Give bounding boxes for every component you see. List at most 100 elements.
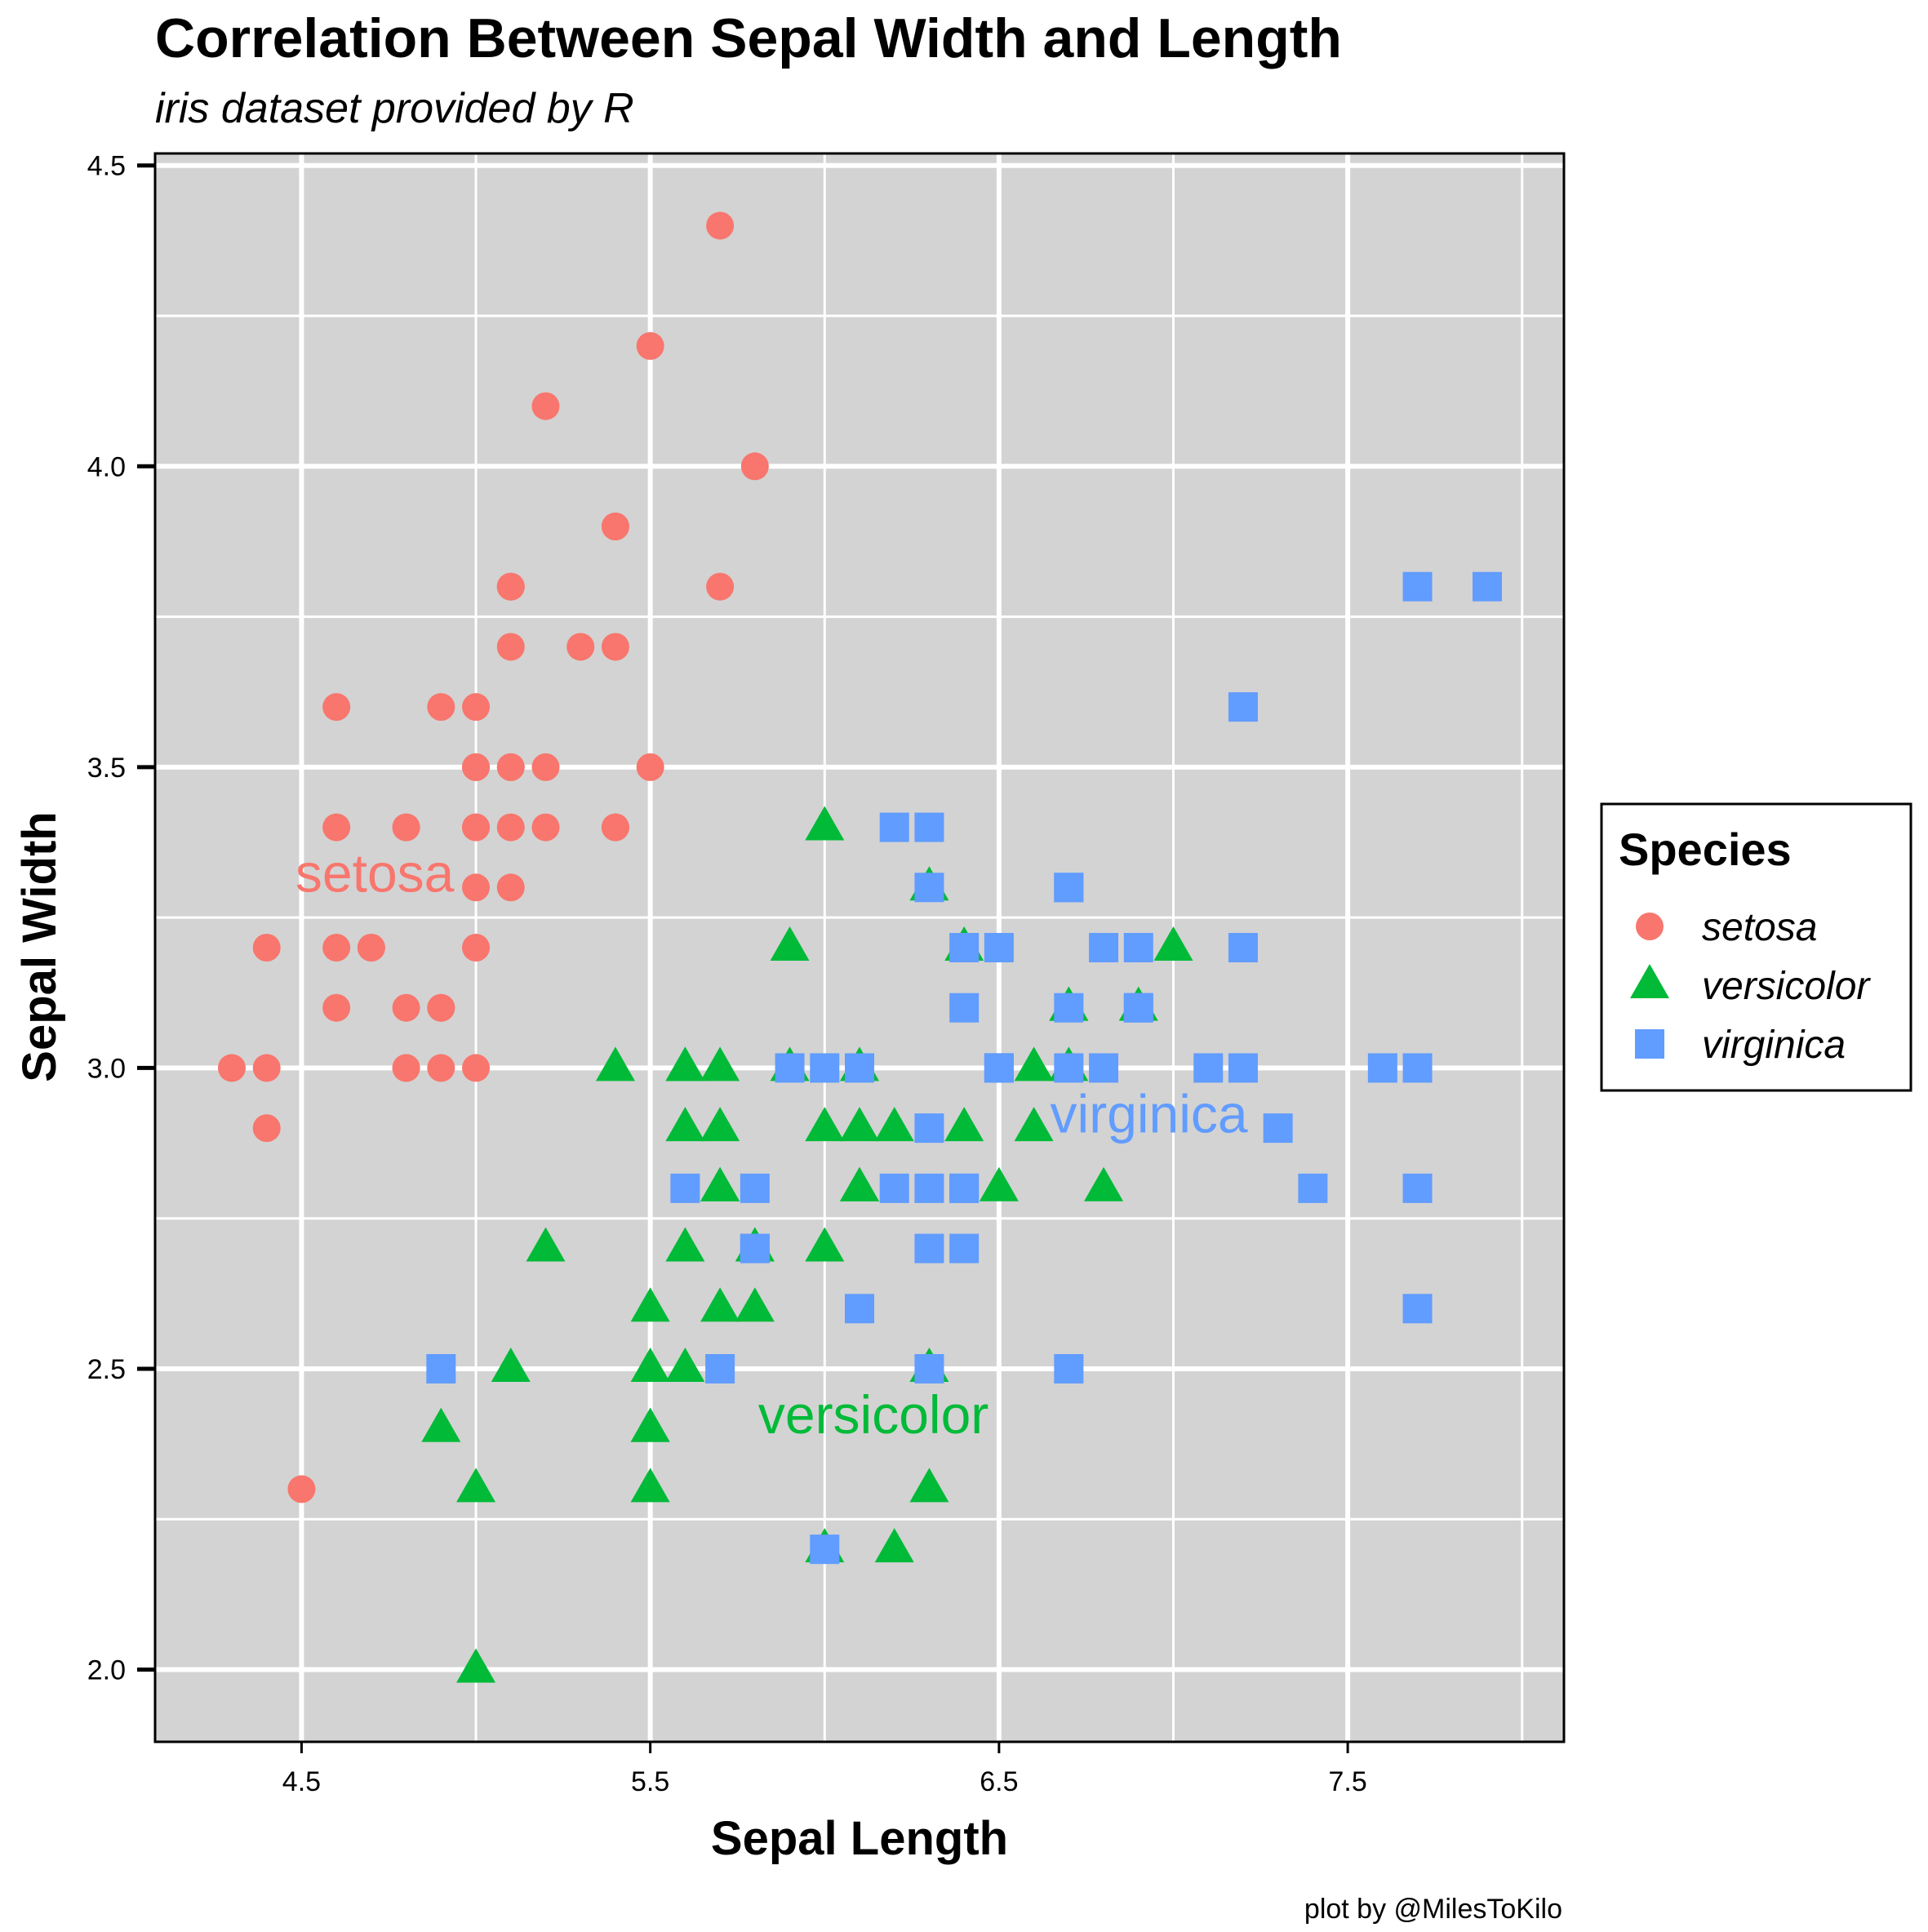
point-virginica <box>914 1233 944 1264</box>
point-setosa <box>322 693 351 722</box>
point-versicolor <box>456 1648 496 1683</box>
point-setosa <box>322 813 351 842</box>
point-virginica <box>1089 933 1119 962</box>
point-virginica <box>949 993 980 1023</box>
point-setosa <box>566 633 595 661</box>
point-setosa <box>496 753 525 781</box>
point-versicolor <box>979 1166 1019 1201</box>
series-setosa <box>217 211 769 1503</box>
point-versicolor <box>805 806 845 841</box>
point-versicolor <box>805 1227 845 1262</box>
point-virginica <box>949 1173 980 1203</box>
point-setosa <box>357 934 385 962</box>
point-setosa <box>636 331 664 360</box>
point-virginica <box>914 1353 944 1383</box>
y-tick-label: 2.0 <box>87 1655 126 1686</box>
point-versicolor <box>909 1468 949 1503</box>
legend-title: Species <box>1619 824 1792 875</box>
point-virginica <box>1402 571 1433 602</box>
chart-caption: plot by @MilesToKilo <box>1304 1894 1562 1925</box>
point-setosa <box>531 753 560 781</box>
point-versicolor <box>1014 1107 1054 1142</box>
point-virginica <box>845 1053 874 1083</box>
point-virginica <box>1402 1294 1433 1324</box>
x-tick-label: 7.5 <box>1328 1766 1366 1797</box>
point-setosa <box>462 934 491 962</box>
point-setosa <box>322 934 351 962</box>
point-setosa <box>392 1054 420 1082</box>
point-versicolor <box>665 1107 705 1142</box>
point-virginica <box>1123 993 1153 1023</box>
point-virginica <box>1054 1053 1084 1083</box>
point-setosa <box>531 392 560 420</box>
point-virginica <box>1402 1173 1433 1203</box>
point-virginica <box>740 1233 770 1264</box>
point-versicolor <box>700 1166 740 1201</box>
point-setosa <box>706 211 735 240</box>
point-setosa <box>636 753 664 781</box>
point-versicolor <box>630 1407 670 1442</box>
point-setosa <box>392 993 420 1022</box>
y-tick-label: 4.5 <box>87 151 126 182</box>
point-virginica <box>845 1294 874 1324</box>
point-versicolor <box>630 1468 670 1503</box>
point-setosa <box>496 813 525 842</box>
point-virginica <box>810 1053 840 1083</box>
point-versicolor <box>630 1347 670 1382</box>
point-virginica <box>1402 1053 1433 1083</box>
point-virginica <box>984 1053 1014 1083</box>
point-versicolor <box>735 1287 775 1322</box>
point-setosa <box>601 633 629 661</box>
point-setosa <box>601 813 629 842</box>
point-setosa <box>706 572 735 601</box>
point-virginica <box>1228 1053 1258 1083</box>
chart-title: Correlation Between Sepal Width and Leng… <box>155 7 1342 69</box>
point-virginica <box>670 1173 700 1203</box>
y-axis-label: Sepal Width <box>13 811 66 1081</box>
point-setosa <box>462 873 491 902</box>
x-tick-label: 6.5 <box>980 1766 1018 1797</box>
point-virginica <box>426 1353 456 1383</box>
point-virginica <box>775 1053 805 1083</box>
point-virginica <box>810 1534 840 1565</box>
point-versicolor <box>665 1046 705 1081</box>
y-tick-label: 2.5 <box>87 1354 126 1385</box>
point-setosa <box>252 1054 281 1082</box>
point-versicolor <box>665 1227 705 1262</box>
point-setosa <box>496 572 525 601</box>
label-virginica: virginica <box>1051 1083 1248 1144</box>
point-setosa <box>427 693 455 722</box>
point-setosa <box>427 993 455 1022</box>
point-versicolor <box>526 1227 566 1262</box>
point-virginica <box>879 1173 909 1203</box>
label-versicolor: versicolor <box>758 1384 988 1445</box>
legend-key-versicolor <box>1630 963 1669 998</box>
point-virginica <box>949 1233 980 1264</box>
legend-key-setosa <box>1636 913 1664 940</box>
point-versicolor <box>944 1107 984 1142</box>
data-points <box>217 211 1503 1683</box>
point-versicolor <box>1014 1046 1054 1081</box>
point-virginica <box>1228 933 1258 962</box>
plot-panel-border <box>153 152 1566 1743</box>
point-versicolor <box>805 1107 845 1142</box>
legend-entries: setosa versicolor virginica <box>1630 906 1871 1067</box>
y-tick-label: 3.5 <box>87 753 126 784</box>
y-tick-label: 4.0 <box>87 451 126 482</box>
legend-label-versicolor: versicolor <box>1702 965 1871 1008</box>
point-setosa <box>462 1054 491 1082</box>
point-setosa <box>496 633 525 661</box>
plot-panel <box>155 153 1564 1742</box>
point-virginica <box>1263 1113 1293 1144</box>
point-virginica <box>705 1353 735 1383</box>
point-setosa <box>462 813 491 842</box>
point-virginica <box>1123 933 1153 962</box>
point-versicolor <box>1084 1166 1124 1201</box>
point-versicolor <box>840 1166 879 1201</box>
point-versicolor <box>874 1528 914 1563</box>
point-versicolor <box>665 1347 705 1382</box>
point-virginica <box>1473 571 1503 602</box>
label-setosa: setosa <box>295 843 455 904</box>
